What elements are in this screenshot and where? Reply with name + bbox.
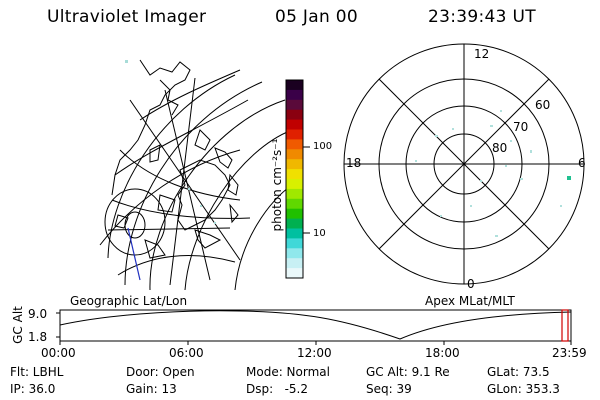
colorbar-segment bbox=[286, 238, 303, 249]
gc-alt-info: GC Alt: 9.1 Re bbox=[366, 365, 450, 379]
mlt-label-12: 12 bbox=[474, 47, 490, 61]
colorbar-segment bbox=[286, 119, 303, 130]
colorbar-segment bbox=[286, 179, 303, 190]
mlat-label-70: 70 bbox=[513, 120, 529, 134]
colorbar bbox=[285, 79, 304, 279]
colorbar-frame bbox=[285, 79, 304, 279]
colorbar-segment bbox=[286, 218, 303, 229]
colorbar-segment bbox=[286, 109, 303, 121]
apex-panel-label: Apex MLat/MLT bbox=[425, 294, 515, 308]
altitude-plot bbox=[56, 309, 572, 345]
colorbar-segment bbox=[286, 80, 303, 91]
colorbar-segment bbox=[286, 198, 303, 210]
instrument-title: Ultraviolet Imager bbox=[47, 7, 207, 27]
map-emission-dots bbox=[125, 60, 216, 224]
colorbar-segment bbox=[286, 129, 303, 140]
geographic-map bbox=[99, 59, 293, 291]
colorbar-segment bbox=[286, 248, 303, 259]
colorbar-tick-100: 100 bbox=[313, 141, 333, 152]
current-time-marker bbox=[561, 309, 569, 342]
time-tick-0600: 06:00 bbox=[169, 346, 204, 360]
colorbar-segment bbox=[286, 258, 303, 269]
ip-info: IP: 36.0 bbox=[10, 382, 56, 396]
colorbar-segment bbox=[286, 139, 303, 150]
colorbar-segment bbox=[286, 99, 303, 111]
colorbar-segment bbox=[286, 149, 303, 160]
colorbar-segment bbox=[286, 89, 303, 101]
altitude-ytick-low: 1.8 bbox=[28, 330, 48, 344]
time-tick-1200: 12:00 bbox=[297, 346, 332, 360]
door-info: Door: Open bbox=[126, 365, 195, 379]
date-label: 05 Jan 00 bbox=[275, 7, 358, 27]
colorbar-ticks bbox=[303, 146, 310, 234]
colorbar-segment bbox=[286, 228, 303, 239]
time-tick-2359: 23:59 bbox=[552, 346, 587, 360]
colorbar-unit-label: photon cm⁻²s⁻¹ bbox=[270, 138, 284, 232]
gain-info: Gain: 13 bbox=[126, 382, 177, 396]
glat-info: GLat: 73.5 bbox=[487, 365, 550, 379]
mlat-label-60: 60 bbox=[535, 98, 551, 112]
geographic-panel-label: Geographic Lat/Lon bbox=[70, 294, 188, 308]
glon-info: GLon: 353.3 bbox=[487, 382, 560, 396]
time-tick-1800: 18:00 bbox=[425, 346, 460, 360]
polar-plot bbox=[343, 43, 585, 285]
mlt-label-0: 0 bbox=[467, 277, 475, 291]
mlt-label-18: 18 bbox=[346, 156, 362, 170]
colorbar-segment bbox=[286, 159, 303, 170]
colorbar-tick-10: 10 bbox=[313, 228, 326, 239]
seq-info: Seq: 39 bbox=[366, 382, 412, 396]
mlat-label-80: 80 bbox=[492, 141, 508, 155]
colorbar-segment bbox=[286, 169, 303, 180]
dsp-info: Dsp: -5.2 bbox=[246, 382, 309, 396]
polar-bright-dot bbox=[567, 176, 571, 180]
time-label: 23:39:43 UT bbox=[428, 7, 536, 27]
altitude-ytick-high: 9.0 bbox=[28, 307, 48, 321]
mlt-label-6: 6 bbox=[578, 156, 586, 170]
filter-info: Flt: LBHL bbox=[10, 365, 64, 379]
colorbar-segment bbox=[286, 188, 303, 200]
altitude-ylabel: GC Alt bbox=[11, 306, 25, 344]
time-tick-0000: 00:00 bbox=[41, 346, 76, 360]
colorbar-segment bbox=[286, 268, 303, 279]
colorbar-segment bbox=[286, 208, 303, 220]
polar-emission-dots bbox=[415, 110, 562, 237]
mode-info: Mode: Normal bbox=[246, 365, 330, 379]
